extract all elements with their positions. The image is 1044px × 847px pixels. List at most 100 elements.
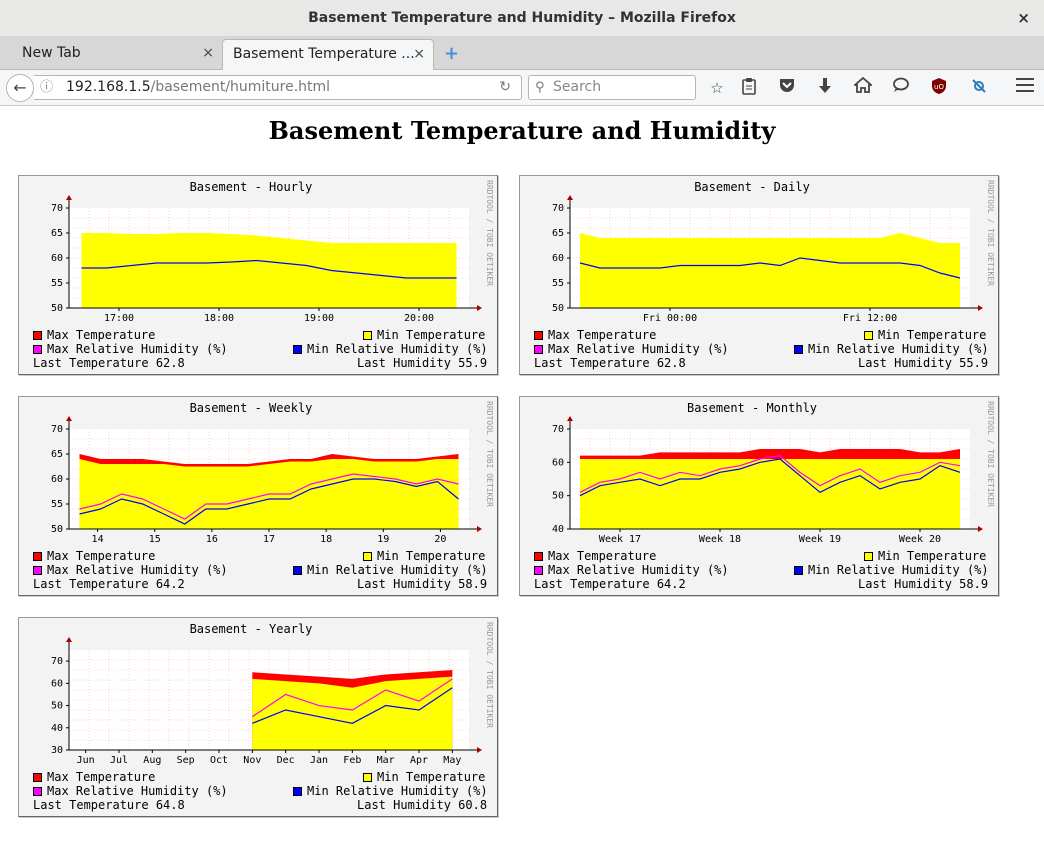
last-temperature: Last Temperature 64.8 <box>33 798 185 812</box>
legend-label: Max Relative Humidity (%) <box>548 342 729 356</box>
y-axis-arrow <box>66 195 72 200</box>
new-tab-icon[interactable]: + <box>444 43 460 64</box>
last-temperature: Last Temperature 62.8 <box>33 356 185 370</box>
line-min-relative-humidity- <box>252 687 453 724</box>
legend-label: Min Relative Humidity (%) <box>307 784 488 798</box>
chart-panel-hourly[interactable]: Basement - Hourly RRDTOOL / TOBI OETIKER… <box>18 175 498 375</box>
chart-plot: 50 55 60 65 70 Fri 00:00 Fri 12:00 <box>552 195 983 324</box>
last-humidity: Last Humidity 58.9 <box>357 577 487 591</box>
library-clipboard-icon[interactable] <box>738 77 760 99</box>
label: Last Temperature <box>33 577 149 591</box>
x-tick-label: 15 <box>149 534 161 545</box>
reload-icon[interactable]: ↻ <box>499 79 511 95</box>
value: 64.2 <box>656 577 686 591</box>
back-arrow-icon[interactable]: ← <box>6 74 34 102</box>
legend-label: Min Relative Humidity (%) <box>808 342 989 356</box>
bookmark-star-icon[interactable]: ☆ <box>710 79 724 97</box>
pocket-icon[interactable] <box>776 77 798 99</box>
x-tick-label: Week 19 <box>799 534 841 545</box>
legend-max-humidity: Max Relative Humidity (%) <box>33 563 228 577</box>
last-temperature: Last Temperature 64.2 <box>534 577 686 591</box>
legend-label: Min Relative Humidity (%) <box>307 342 488 356</box>
x-tick-label: Week 17 <box>599 534 641 545</box>
home-icon[interactable] <box>852 76 874 99</box>
page-title: Basement Temperature and Humidity <box>268 116 776 145</box>
y-tick-label: 40 <box>51 723 63 734</box>
swatch-icon <box>33 345 42 354</box>
chart-title: Basement - Hourly <box>189 180 313 194</box>
y-tick-label: 65 <box>51 228 63 239</box>
x-tick-label: 17 <box>263 534 275 545</box>
x-tick-label: May <box>443 755 461 766</box>
last-temperature: Last Temperature 62.8 <box>534 356 686 370</box>
legend-label: Max Relative Humidity (%) <box>47 784 228 798</box>
chart-title: Basement - Weekly <box>189 401 313 415</box>
swatch-icon <box>794 566 803 575</box>
search-input[interactable]: ⚲ Search <box>528 75 696 100</box>
chart-title: Basement - Monthly <box>686 401 818 415</box>
y-tick-label: 70 <box>552 203 564 214</box>
legend-label: Max Temperature <box>47 549 156 563</box>
svg-text:uO: uO <box>934 83 944 91</box>
legend-min-temperature: Min Temperature <box>864 549 986 563</box>
swatch-icon <box>33 331 42 340</box>
chart-panel-weekly[interactable]: Basement - Weekly RRDTOOL / TOBI OETIKER… <box>18 396 498 596</box>
label: Last Temperature <box>33 356 149 370</box>
info-icon[interactable]: ⓘ <box>40 80 54 95</box>
label: Last Temperature <box>534 577 650 591</box>
swatch-icon <box>293 345 302 354</box>
url-text[interactable]: 192.168.1.5/basement/humiture.html <box>66 76 330 99</box>
x-axis-arrow <box>978 526 983 532</box>
y-tick-label: 30 <box>51 745 63 756</box>
legend-min-humidity: Min Relative Humidity (%) <box>293 342 488 356</box>
downloads-arrow-icon[interactable] <box>814 77 836 99</box>
y-tick-label: 50 <box>552 491 564 502</box>
label: Last Humidity <box>357 798 451 812</box>
window-close-icon[interactable]: × <box>1017 9 1030 27</box>
x-tick-label: 18 <box>320 534 332 545</box>
extension-icon[interactable] <box>968 77 990 99</box>
x-tick-label: Feb <box>343 755 361 766</box>
tab-basement[interactable]: Basement Temperature ... × <box>222 39 434 70</box>
y-axis-arrow <box>66 416 72 421</box>
ublock-origin-icon[interactable]: uO <box>928 77 950 99</box>
rrdtool-credit: RRDTOOL / TOBI OETIKER <box>986 401 995 507</box>
line-max-relative-humidity- <box>252 678 453 718</box>
chart-panel-daily[interactable]: Basement - Daily RRDTOOL / TOBI OETIKER … <box>519 175 999 375</box>
legend-max-humidity: Max Relative Humidity (%) <box>33 784 228 798</box>
y-tick-label: 50 <box>552 303 564 314</box>
x-tick-label: Week 20 <box>899 534 941 545</box>
legend-label: Max Relative Humidity (%) <box>548 563 729 577</box>
y-tick-label: 60 <box>552 457 564 468</box>
legend-label: Max Temperature <box>47 328 156 342</box>
rrdtool-credit: RRDTOOL / TOBI OETIKER <box>986 180 995 286</box>
value: 62.8 <box>656 356 686 370</box>
legend-max-temperature: Max Temperature <box>33 328 155 342</box>
close-tab-icon[interactable]: × <box>202 45 214 61</box>
value: 58.9 <box>959 577 989 591</box>
last-humidity: Last Humidity 60.8 <box>357 798 487 812</box>
x-tick-label: Jun <box>77 755 95 766</box>
swatch-icon <box>33 787 42 796</box>
area-min-temperature <box>580 459 960 529</box>
legend-min-temperature: Min Temperature <box>864 328 986 342</box>
x-tick-label: 20 <box>434 534 446 545</box>
x-tick-label: Mar <box>377 755 395 766</box>
close-tab-icon[interactable]: × <box>413 46 425 62</box>
speech-bubble-icon[interactable] <box>890 77 912 99</box>
label: Last Humidity <box>858 356 952 370</box>
legend-max-temperature: Max Temperature <box>534 549 656 563</box>
line-min-relative-humidity- <box>79 478 459 525</box>
y-tick-label: 60 <box>552 253 564 264</box>
y-tick-label: 50 <box>51 303 63 314</box>
x-tick-label: Nov <box>243 755 261 766</box>
rrdtool-credit: RRDTOOL / TOBI OETIKER <box>485 180 494 286</box>
chart-panel-yearly[interactable]: Basement - Yearly RRDTOOL / TOBI OETIKER… <box>18 617 498 817</box>
y-tick-label: 50 <box>51 524 63 535</box>
chart-panel-monthly[interactable]: Basement - Monthly RRDTOOL / TOBI OETIKE… <box>519 396 999 596</box>
hamburger-menu-icon[interactable] <box>1016 78 1034 94</box>
legend-max-temperature: Max Temperature <box>33 549 155 563</box>
x-axis-arrow <box>477 305 482 311</box>
url-bar[interactable]: ⓘ 192.168.1.5/basement/humiture.html ↻ <box>34 75 522 100</box>
tab-new-tab[interactable]: New Tab × <box>12 39 222 70</box>
